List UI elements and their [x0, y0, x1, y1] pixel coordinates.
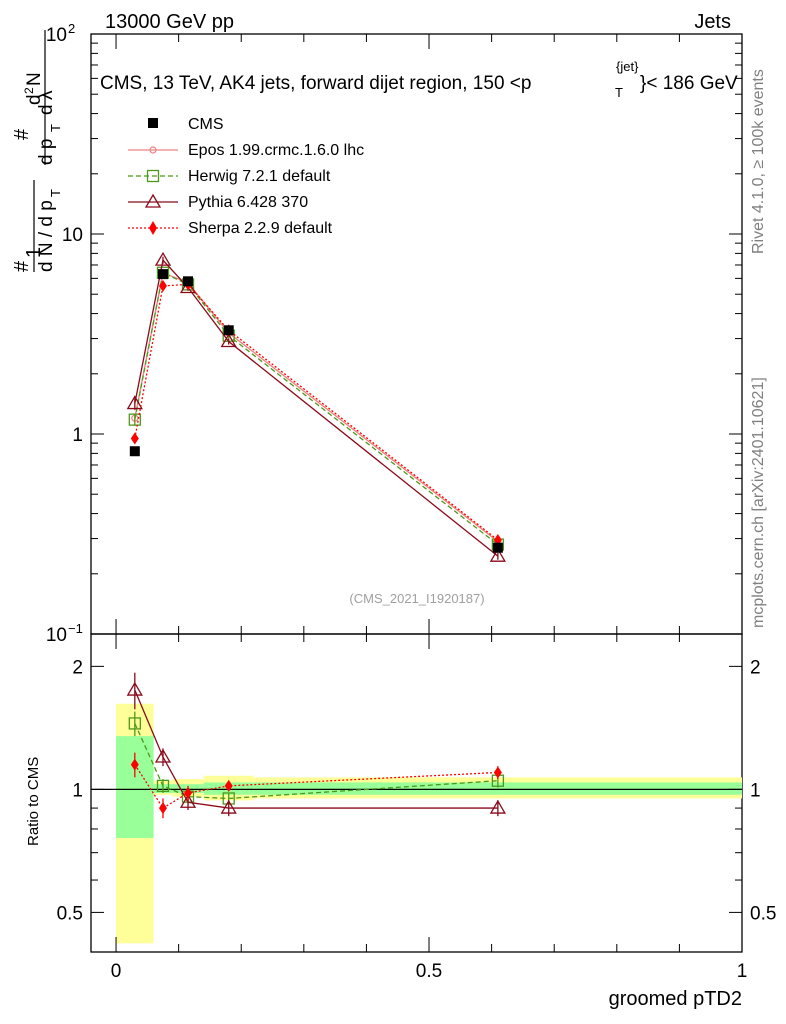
main-point-cms — [157, 269, 168, 280]
svg-text:2: 2 — [22, 87, 36, 94]
legend-marker-herwig — [146, 169, 160, 183]
legend-entry-pythia: Pythia 6.428 370 — [128, 193, 308, 211]
plot-title-main: CMS, 13 TeV, AK4 jets, forward dijet reg… — [100, 73, 531, 94]
legend-entry-herwig: Herwig 7.2.1 default — [128, 168, 331, 185]
ratio-y-tick-label-left: 1 — [72, 780, 83, 801]
main-y-tick-label: 10 — [46, 625, 67, 646]
main-point-cms — [183, 276, 194, 287]
ratio-point-sherpa — [224, 779, 233, 792]
ratio-uncertainty-bands — [91, 703, 742, 944]
ratio-point-pythia — [179, 793, 197, 808]
main-point-sherpa — [130, 432, 139, 445]
main-point-cms — [223, 325, 234, 336]
ratio-y-tick-label-right: 2 — [750, 657, 761, 678]
legend-marker-epos — [149, 146, 157, 154]
x-tick-label: 1 — [737, 961, 748, 982]
ratio-point-herwig — [156, 779, 170, 793]
main-line-pythia — [134, 258, 499, 557]
ratio-point-herwig — [128, 717, 141, 730]
svg-text:λ: λ — [36, 90, 57, 100]
main-series-layer — [126, 251, 507, 562]
rivet-version-label: Rivet 4.1.0, ≥ 100k events — [750, 69, 767, 254]
ratio-series-sherpa — [130, 752, 502, 819]
main-point-herwig — [128, 413, 141, 426]
x-axis-label: groomed pTD2 — [609, 988, 742, 1010]
ratio-point-pythia — [489, 799, 507, 814]
ratio-point-pythia — [154, 748, 172, 763]
main-point-pythia — [489, 547, 507, 562]
legend-label-pythia: Pythia 6.428 370 — [188, 194, 308, 211]
mcplots-label: mcplots.cern.ch [arXiv:2401.10621] — [750, 377, 767, 628]
legend-label-epos: Epos 1.99.crmc.1.6.0 lhc — [188, 142, 364, 159]
svg-text:d p: d p — [36, 139, 57, 165]
header-energy-label: 13000 GeV pp — [105, 11, 234, 33]
plot-title: CMS, 13 TeV, AK4 jets, forward dijet reg… — [100, 59, 738, 100]
header-jets-label: Jets — [694, 11, 731, 33]
ratio-y-tick-label-left: 0.5 — [57, 903, 83, 924]
ratio-point-sherpa — [130, 758, 139, 771]
main-series-herwig — [128, 266, 505, 551]
plot-title-tail: }< 186 GeV — [640, 73, 738, 94]
ratio-line-herwig — [134, 723, 498, 800]
svg-text:d: d — [24, 94, 45, 105]
legend-entry-epos: Epos 1.99.crmc.1.6.0 lhc — [128, 142, 364, 159]
legend-label-cms: CMS — [188, 116, 224, 133]
main-point-pythia — [220, 333, 237, 348]
main-point-pythia — [126, 395, 143, 410]
ratio-point-pythia — [220, 799, 237, 814]
ratio-y-axis-label: Ratio to CMS — [25, 757, 42, 846]
x-tick-label: 0 — [111, 961, 122, 982]
main-point-cms — [129, 446, 140, 457]
main-y-tick-label-exponent: 2 — [68, 21, 75, 36]
main-point-sherpa — [158, 279, 167, 292]
svg-text:d: d — [36, 104, 57, 115]
legend: CMS Epos 1.99.crmc.1.6.0 lhc Herwig 7.2.… — [128, 116, 364, 237]
main-y-tick-label: 10 — [46, 25, 67, 46]
main-y-tick-label: 1 — [72, 425, 83, 446]
legend-label-sherpa: Sherpa 2.2.9 default — [188, 220, 333, 237]
legend-marker-sherpa — [149, 221, 157, 235]
svg-text:d N / d p: d N / d p — [36, 200, 57, 272]
svg-text:#: # — [11, 128, 33, 140]
ratio-series-layer — [126, 672, 507, 819]
analysis-id-label: (CMS_2021_I1920187) — [349, 591, 484, 606]
plot-title-sub: T — [615, 85, 623, 100]
main-line-epos — [134, 271, 499, 543]
svg-text:#: # — [11, 260, 33, 272]
ratio-band-inner — [116, 736, 154, 839]
main-point-pythia — [154, 251, 172, 266]
ratio-band-inner — [253, 782, 742, 795]
ratio-axes: 0.5 0.5 1 1 2 2 0 0.5 1 — [57, 634, 776, 982]
main-point-pythia — [179, 279, 197, 294]
ratio-point-sherpa — [493, 766, 502, 779]
svg-text:N: N — [24, 72, 45, 86]
legend-marker-pythia — [144, 193, 162, 208]
plot-title-sup: {jet} — [616, 59, 639, 74]
legend-marker-cms — [148, 118, 158, 128]
ratio-y-tick-label-right: 1 — [750, 780, 761, 801]
main-series-pythia — [126, 251, 507, 562]
ratio-y-tick-label-left: 2 — [72, 657, 83, 678]
ratio-point-pythia — [126, 681, 143, 696]
main-point-cms — [492, 542, 503, 553]
main-line-herwig — [134, 271, 499, 546]
svg-text:T: T — [48, 189, 63, 197]
x-tick-label: 0.5 — [416, 961, 442, 982]
main-series-cms — [129, 269, 503, 553]
main-y-tick-label-exponent: −1 — [68, 621, 83, 636]
ratio-point-sherpa — [184, 786, 193, 799]
main-y-axis-label: # 1 d N / d p T # d 2 N d p T d λ — [11, 30, 63, 272]
svg-text:T: T — [48, 124, 63, 132]
ratio-point-sherpa — [158, 802, 167, 815]
ratio-y-tick-label-right: 0.5 — [750, 903, 776, 924]
main-y-tick-label: 10 — [62, 225, 83, 246]
legend-label-herwig: Herwig 7.2.1 default — [188, 168, 331, 185]
legend-entry-sherpa: Sherpa 2.2.9 default — [128, 220, 333, 237]
legend-entry-cms: CMS — [148, 116, 224, 133]
